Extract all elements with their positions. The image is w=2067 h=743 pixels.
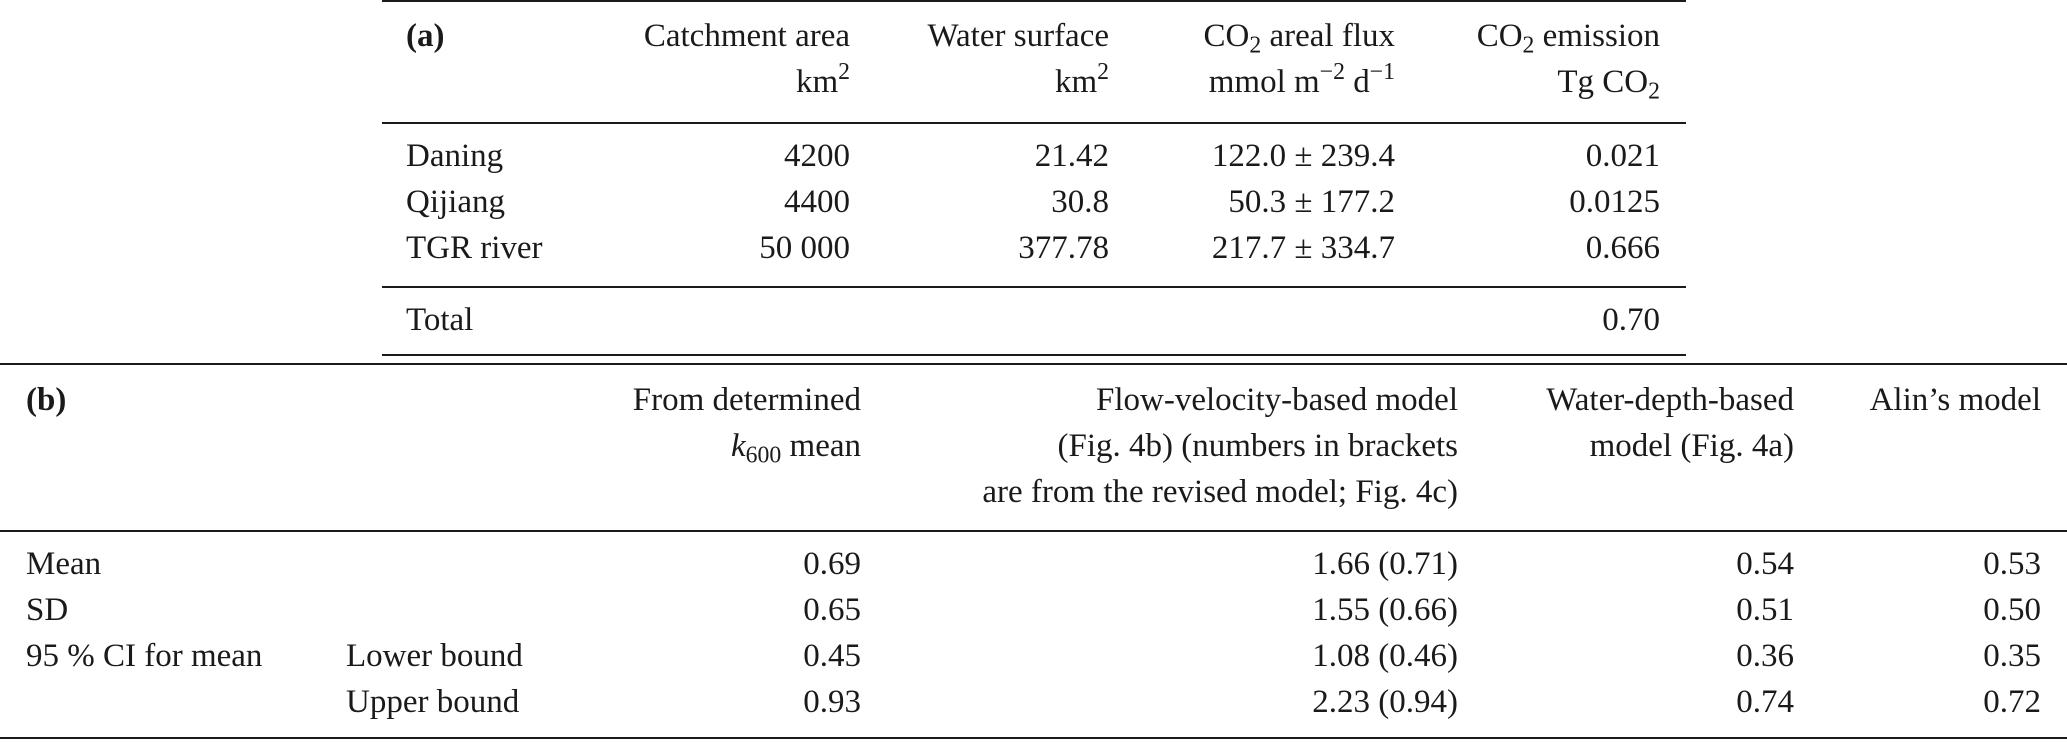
header-water-depth-model: Water-depth-based [1546,382,1794,418]
cell-depth: 0.54 [1736,546,1794,582]
cell-alin: 0.53 [1983,546,2041,582]
emission-title-sub: 2 [1522,32,1535,59]
header-co2-flux-unit: mmol m−2 d−1 [1208,60,1395,100]
header-co2-emission: CO2 emission [1476,18,1660,58]
cell-alin: 0.50 [1983,592,2041,628]
table-b-top-rule [0,363,2067,365]
cell-depth: 0.36 [1736,638,1794,674]
cell-flux: 122.0 ± 239.4 [1211,138,1395,174]
cell-water: 30.8 [1051,184,1109,220]
determined-post: mean [781,428,861,464]
header-catchment-area: Catchment area [644,20,850,53]
table-b-header-rule [0,530,2067,532]
row-name: Daning [406,138,504,174]
emission-title-pre: CO [1476,18,1523,54]
header-flow-velocity-model: Flow-velocity-based model [1095,382,1458,418]
header-alins-model: Alin’s model [1869,382,2041,418]
cell-depth: 0.51 [1736,592,1794,628]
emission-unit-pre: Tg CO [1557,64,1649,100]
flux-unit-pre: mmol m [1208,64,1320,100]
emission-title-post: emission [1534,18,1660,54]
flux-title-sub: 2 [1249,32,1262,59]
total-value: 0.70 [1602,302,1660,338]
cell-water: 377.78 [1018,230,1109,266]
header-catchment-title: Catchment area [643,18,850,54]
cell-determined: 0.93 [803,684,861,720]
flux-unit-mid: d [1344,64,1370,100]
header-determined-k600-line2: k600 mean [731,428,861,468]
cell-depth: 0.74 [1736,684,1794,720]
unit-text: km [1054,64,1098,100]
cell-flow: 1.08 (0.46) [1312,638,1458,674]
table-a-top-rule [382,0,1686,2]
unit-sup: 2 [838,58,850,85]
total-label: Total [406,302,474,338]
row-name: TGR river [406,230,543,266]
cell-flow: 2.23 (0.94) [1312,684,1458,720]
header-flow-velocity-model-line2: (Fig. 4b) (numbers in brackets [1057,428,1459,464]
row-sublabel: Upper bound [346,684,520,720]
emission-unit-sub: 2 [1648,78,1660,105]
cell-determined: 0.69 [803,546,861,582]
cell-catchment: 50 000 [759,230,850,266]
header-flow-velocity-model-line3: are from the revised model; Fig. 4c) [982,474,1458,510]
row-label: 95 % CI for mean [26,638,263,674]
unit-text: km [795,64,839,100]
row-label: SD [26,592,69,628]
unit-sup: 2 [1097,58,1109,85]
table-a-total-rule [382,286,1686,288]
cell-catchment: 4400 [784,184,850,220]
flux-title-post: areal flux [1261,18,1395,54]
k-sub: 600 [745,442,782,469]
cell-flux: 217.7 ± 334.7 [1211,230,1395,266]
cell-emission: 0.666 [1585,230,1660,266]
table-a-header-rule [382,122,1686,124]
table-a-bottom-rule [382,354,1686,356]
cell-water: 21.42 [1034,138,1109,174]
header-water-depth-model-line2: model (Fig. 4a) [1589,428,1794,464]
header-water-surface: Water surface [928,20,1109,53]
cell-catchment: 4200 [784,138,850,174]
cell-flow: 1.55 (0.66) [1312,592,1458,628]
header-co2-emission-unit: Tg CO2 [1557,64,1660,104]
table-a-label: (a) [406,18,445,54]
cell-determined: 0.65 [803,592,861,628]
k-variable: k [731,428,746,464]
cell-emission: 0.021 [1585,138,1660,174]
row-sublabel: Lower bound [346,638,523,674]
table-b-bottom-rule [0,737,2067,739]
table-b-label: (b) [26,382,67,418]
row-name: Qijiang [406,184,505,220]
cell-flux: 50.3 ± 177.2 [1228,184,1395,220]
cell-alin: 0.72 [1983,684,2041,720]
flux-unit-sup2: −1 [1369,58,1395,85]
cell-alin: 0.35 [1983,638,2041,674]
cell-flow: 1.66 (0.71) [1312,546,1458,582]
header-water-title: Water surface [927,18,1109,54]
header-catchment-unit: km2 [795,60,850,100]
header-co2-flux: CO2 areal flux [1203,18,1395,58]
header-determined-k600: From determined [633,384,861,417]
flux-title-pre: CO [1203,18,1250,54]
flux-unit-sup1: −2 [1319,58,1345,85]
row-label: Mean [26,546,102,582]
header-water-unit: km2 [1054,60,1109,100]
cell-emission: 0.0125 [1569,184,1660,220]
cell-determined: 0.45 [803,638,861,674]
determined-title: From determined [632,382,861,418]
